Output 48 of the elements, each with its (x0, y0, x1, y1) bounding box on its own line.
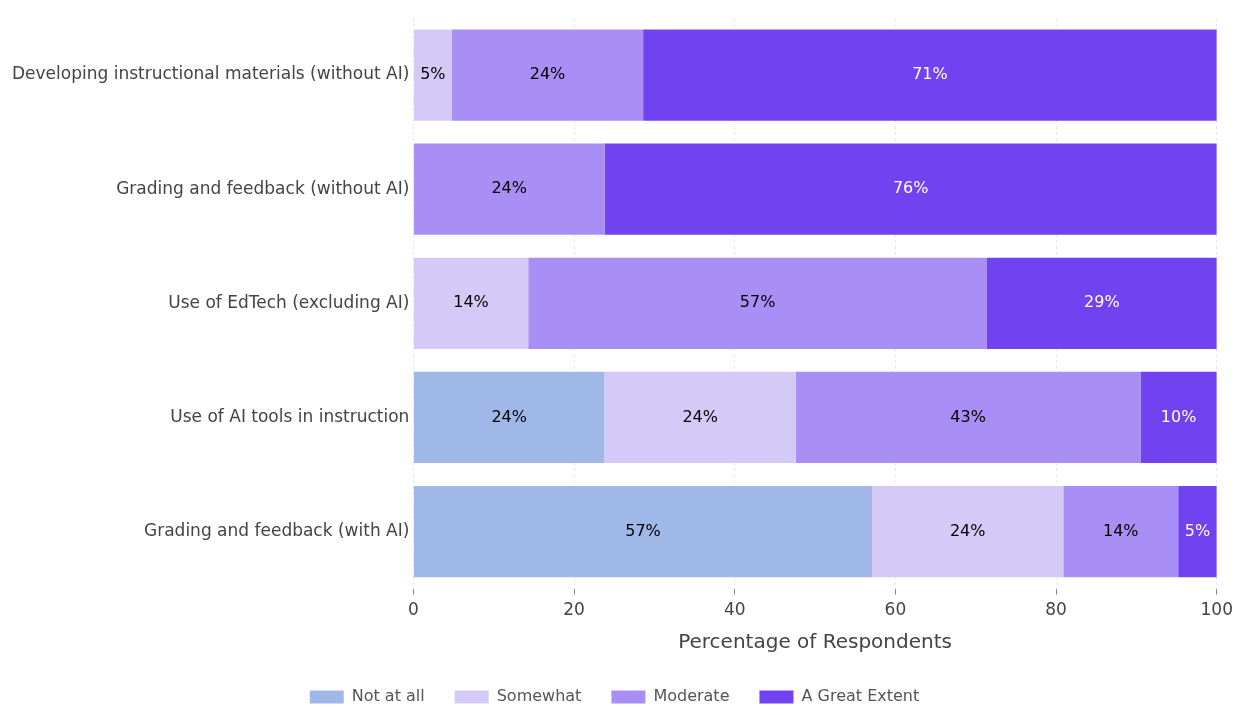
x-tick-label: 20 (563, 599, 585, 620)
data-label: 71% (912, 64, 948, 84)
data-label: 57% (625, 520, 661, 540)
bar (604, 371, 796, 464)
bar (795, 371, 1141, 464)
legend-label: Somewhat (496, 686, 582, 706)
data-label: 5% (420, 64, 446, 84)
bar (451, 29, 644, 121)
bar (643, 29, 1217, 121)
data-label: 14% (453, 292, 489, 312)
bar (413, 29, 452, 121)
legend-label: Moderate (653, 686, 730, 706)
data-label: 10% (1160, 406, 1197, 426)
bar (413, 143, 605, 235)
data-label: 29% (1084, 292, 1120, 312)
data-label: 57% (739, 292, 776, 312)
data-label: 24% (491, 406, 527, 426)
data-label: 24% (529, 64, 566, 84)
bar (1063, 485, 1179, 578)
bar (413, 371, 605, 464)
bar (604, 143, 1217, 235)
data-label: 76% (892, 178, 929, 198)
bar (413, 257, 529, 349)
y-tick-label: Grading and feedback (with AI) (144, 519, 410, 540)
x-tick-label: 100 (1200, 599, 1233, 620)
bar (413, 485, 873, 578)
legend-label: A Great Extent (801, 686, 920, 706)
bar (1140, 371, 1217, 464)
y-tick-label: Use of AI tools in instruction (170, 405, 410, 426)
x-tick-label: 80 (1045, 599, 1067, 620)
data-label: 43% (950, 406, 986, 426)
data-label: 24% (949, 520, 986, 540)
x-axis-title: Percentage of Respondents (678, 629, 952, 654)
x-tick-label: 60 (884, 599, 907, 620)
bar (1178, 485, 1217, 578)
bar (987, 257, 1217, 349)
x-tick-label: 0 (407, 599, 419, 620)
data-label: 14% (1102, 520, 1139, 540)
y-tick-label: Developing instructional materials (without AI) (11, 63, 410, 84)
bar (528, 257, 987, 349)
x-tick-label: 40 (723, 599, 746, 620)
y-tick-label: Grading and feedback (without AI) (116, 177, 410, 198)
data-label: 24% (682, 406, 718, 426)
legend-label: Not at all (351, 686, 425, 706)
data-label: 5% (1184, 520, 1211, 540)
data-label: 24% (491, 178, 527, 198)
y-tick-label: Use of EdTech (excluding AI) (168, 291, 410, 312)
bar (872, 485, 1064, 578)
